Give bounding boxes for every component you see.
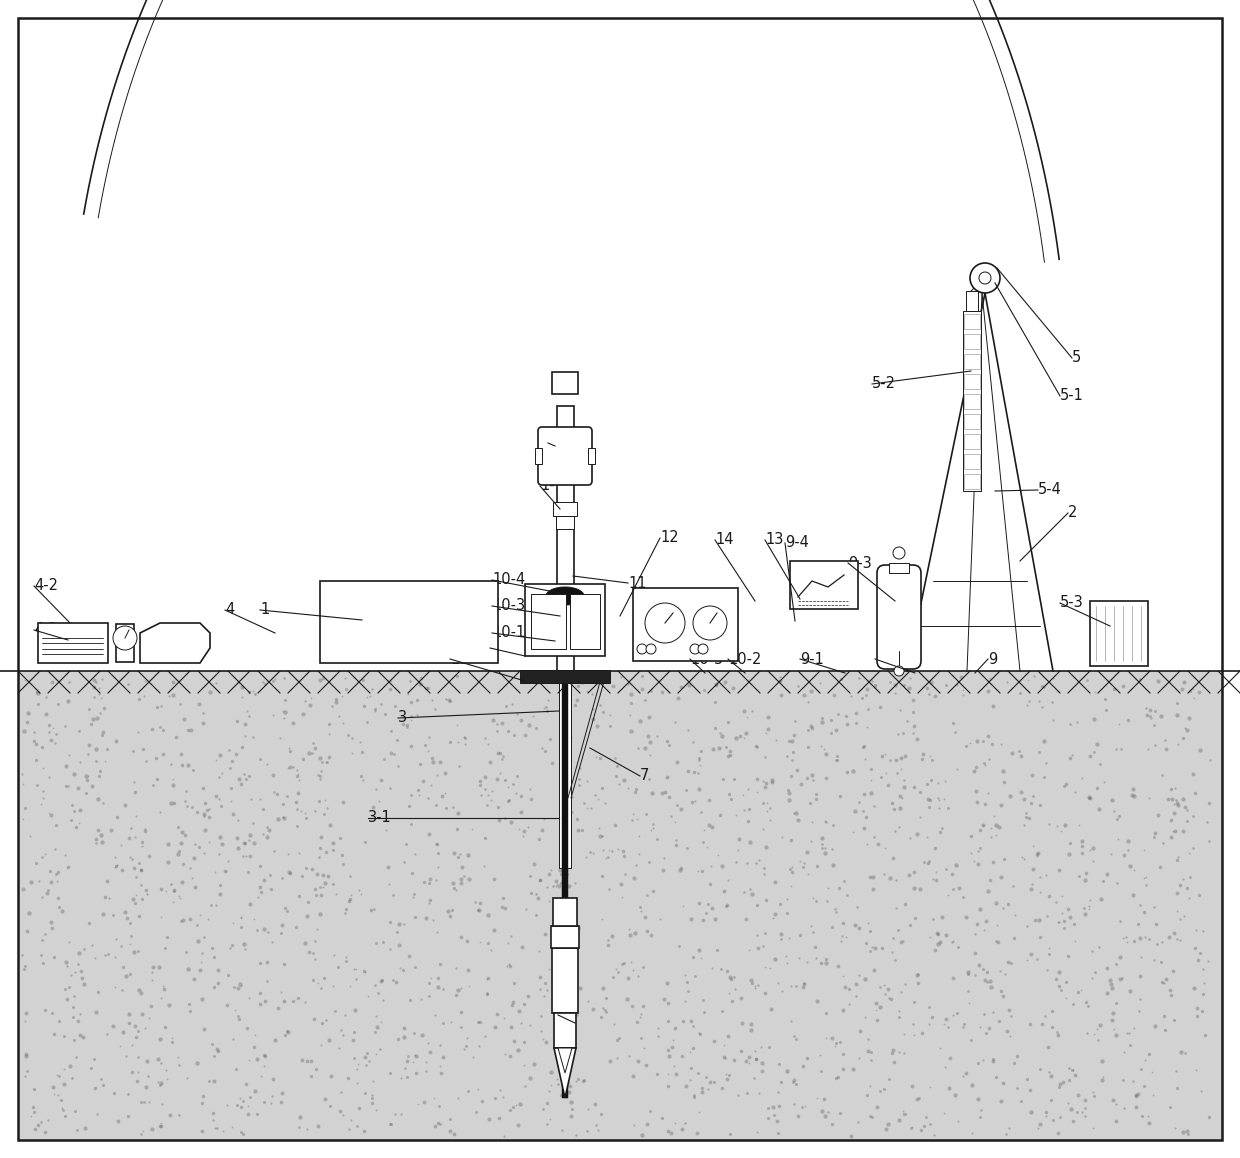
Bar [553, 897, 577, 926]
Bar [19, 670, 1221, 1139]
Text: 10-2: 10-2 [728, 652, 761, 667]
Text: 8: 8 [490, 640, 500, 655]
Bar [570, 594, 600, 648]
Text: 5-2: 5-2 [872, 376, 897, 391]
Bar [525, 584, 605, 655]
Bar [534, 448, 542, 464]
Circle shape [693, 606, 727, 640]
Circle shape [894, 666, 904, 676]
Circle shape [970, 263, 999, 293]
Bar [556, 516, 574, 529]
Bar [557, 406, 574, 670]
Text: 5-3: 5-3 [1060, 595, 1084, 610]
Text: 6: 6 [558, 1007, 567, 1023]
Bar [531, 594, 565, 648]
Bar [559, 669, 570, 868]
Bar [963, 354, 980, 369]
Bar [588, 448, 595, 464]
Bar [320, 581, 498, 664]
Text: 4-1: 4-1 [33, 623, 58, 638]
Bar [963, 374, 980, 389]
Text: 14: 14 [715, 533, 734, 548]
Text: 5-1: 5-1 [1060, 388, 1084, 403]
FancyBboxPatch shape [877, 565, 921, 669]
Bar [963, 474, 980, 489]
Circle shape [698, 644, 708, 654]
Text: 9-1: 9-1 [800, 652, 823, 667]
Text: 9-4: 9-4 [785, 535, 808, 550]
Text: 10-4: 10-4 [492, 572, 526, 587]
Text: 4: 4 [224, 602, 234, 617]
Bar [963, 454, 980, 469]
Circle shape [637, 644, 647, 654]
Bar [552, 372, 578, 394]
Bar [966, 291, 978, 312]
Text: 10-1: 10-1 [492, 625, 526, 640]
Text: 3-1: 3-1 [368, 811, 392, 826]
Polygon shape [554, 1048, 577, 1098]
Text: 1-2: 1-2 [548, 435, 572, 450]
Circle shape [113, 626, 136, 650]
Bar [790, 560, 858, 609]
Bar [554, 1013, 577, 1048]
Bar [552, 948, 578, 1013]
Text: 4-2: 4-2 [33, 579, 58, 594]
Circle shape [689, 644, 701, 654]
Text: 2: 2 [1068, 506, 1078, 520]
Bar [562, 670, 568, 1098]
Bar [520, 670, 610, 683]
Text: 10: 10 [450, 652, 469, 667]
Text: 12: 12 [660, 530, 678, 545]
Text: 9: 9 [988, 652, 997, 667]
Text: 5: 5 [1073, 351, 1081, 366]
Bar [38, 623, 108, 664]
Bar [963, 314, 980, 329]
Bar [632, 588, 738, 661]
Text: 1-1: 1-1 [539, 478, 564, 493]
Polygon shape [140, 623, 210, 664]
Text: 11: 11 [627, 576, 646, 591]
Circle shape [646, 644, 656, 654]
Polygon shape [558, 1048, 572, 1073]
Circle shape [645, 603, 684, 643]
Bar [889, 563, 909, 573]
Ellipse shape [546, 587, 584, 604]
Circle shape [893, 547, 905, 559]
Bar [963, 434, 980, 449]
Text: 10-5: 10-5 [689, 652, 723, 667]
Text: 13: 13 [765, 533, 784, 548]
Text: 1: 1 [394, 611, 405, 630]
Bar [117, 624, 134, 662]
Text: 1: 1 [260, 602, 269, 617]
Text: 9-2: 9-2 [875, 652, 899, 667]
Bar [963, 394, 980, 409]
Bar [1090, 601, 1148, 666]
FancyBboxPatch shape [538, 427, 591, 485]
Text: 5-4: 5-4 [1038, 483, 1061, 498]
Circle shape [980, 272, 991, 284]
Text: 7: 7 [640, 769, 650, 784]
Bar [553, 503, 577, 516]
Text: 3: 3 [398, 711, 407, 726]
Bar [963, 415, 980, 428]
Bar [963, 334, 980, 349]
Bar [551, 926, 579, 948]
Text: 10-3: 10-3 [492, 599, 525, 614]
Text: 9-3: 9-3 [848, 556, 872, 571]
Bar [963, 312, 981, 491]
